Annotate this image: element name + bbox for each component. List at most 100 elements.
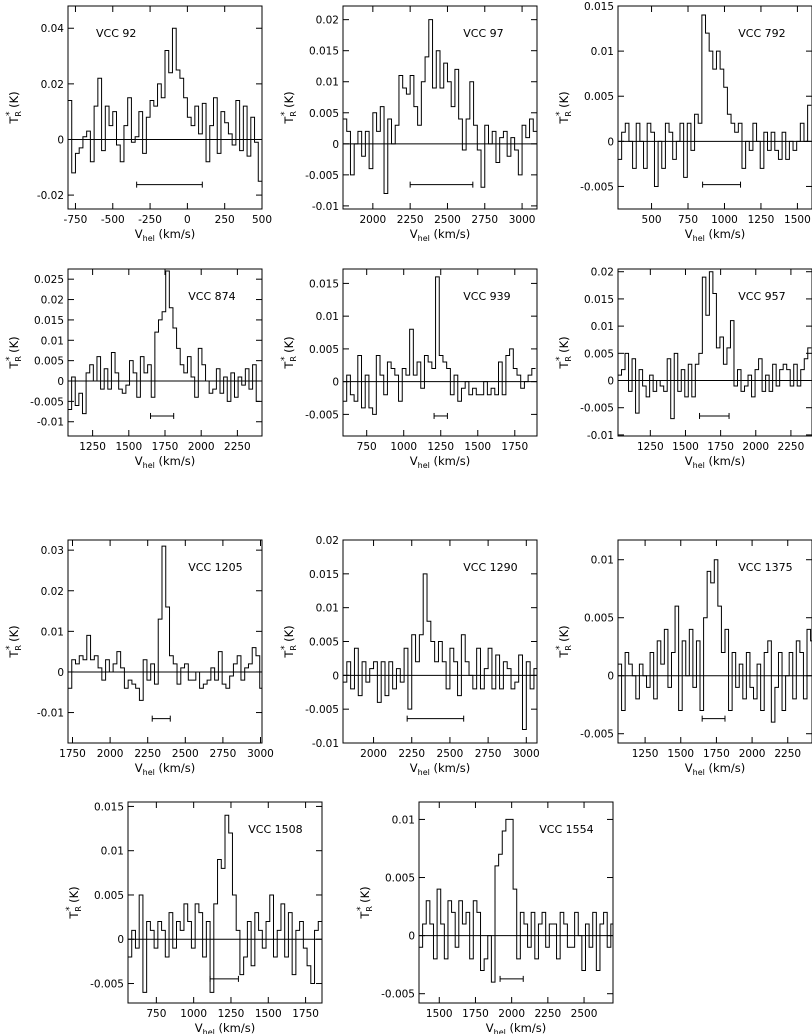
- x-tick-label: 2250: [778, 441, 805, 453]
- y-axis-label: TR* (K): [5, 625, 23, 658]
- spectrum-line: [618, 14, 812, 187]
- y-tick-label: 0.03: [41, 545, 64, 557]
- x-tick-label: 2250: [224, 441, 251, 453]
- x-tick-label: 2750: [475, 748, 502, 760]
- x-axis-label: Vhel (km/s): [410, 761, 470, 777]
- y-tick-label: -0.005: [381, 989, 415, 1001]
- y-tick-label: -0.005: [30, 396, 64, 408]
- x-tick-label: 750: [146, 1008, 166, 1020]
- x-tick-label: 2500: [172, 748, 199, 760]
- plot-frame: [342, 268, 538, 437]
- x-tick-label: 0: [184, 214, 191, 226]
- galaxy-label: VCC 1508: [248, 823, 302, 836]
- chart-panel: 1750 2000 2250 2500 2750 3000 -0.01 0 0.01 0.02 0.…: [5, 539, 274, 777]
- spectrum-line: [68, 545, 262, 701]
- galaxy-label: VCC 1290: [463, 561, 517, 574]
- x-tick-label: 1750: [462, 1008, 489, 1020]
- x-tick-label: 2250: [398, 748, 425, 760]
- x-tick-label: 1000: [180, 1008, 207, 1020]
- y-tick-label: 0: [57, 134, 64, 146]
- x-tick-label: 2500: [437, 748, 464, 760]
- plot-frame: [617, 5, 812, 210]
- y-tick-label: -0.02: [37, 190, 64, 202]
- spectrum-line: [343, 573, 537, 730]
- chart-panel: 500 750 1000 1250 1500 -0.005 0 0.005 0.01 0.015 V…: [555, 1, 812, 243]
- y-tick-label: 0.01: [101, 846, 124, 858]
- y-tick-label: 0.01: [316, 603, 339, 615]
- spectrum-line: [618, 559, 812, 723]
- y-tick-label: 0.02: [591, 267, 614, 279]
- x-tick-label: 750: [357, 441, 377, 453]
- spectrum-line: [343, 276, 536, 415]
- galaxy-label: VCC 1205: [188, 561, 242, 574]
- y-tick-label: -0.01: [587, 430, 614, 442]
- y-tick-label: 0.025: [34, 274, 64, 286]
- y-tick-label: 0: [332, 670, 339, 682]
- x-axis-label: Vhel (km/s): [135, 227, 195, 243]
- y-tick-label: 0: [607, 671, 614, 683]
- y-tick-label: -0.005: [580, 729, 614, 741]
- plot-frame: [67, 5, 263, 210]
- y-tick-label: 0.01: [392, 814, 415, 826]
- x-tick-label: 2250: [397, 214, 424, 226]
- chart-panel: 750 1000 1250 1500 1750 -0.005 0 0.005 0.01 0.015…: [280, 268, 538, 470]
- x-tick-label: 2000: [359, 214, 386, 226]
- y-axis-label: TR* (K): [65, 886, 83, 919]
- plot-frame: [617, 539, 812, 744]
- galaxy-label: VCC 92: [96, 27, 136, 40]
- x-axis-label: Vhel (km/s): [685, 454, 745, 470]
- x-tick-label: 1500: [672, 441, 699, 453]
- y-tick-label: 0.005: [34, 356, 64, 368]
- x-tick-label: 1500: [255, 1008, 282, 1020]
- x-tick-label: 1000: [390, 441, 417, 453]
- x-tick-label: 1750: [59, 748, 86, 760]
- y-axis-label: TR* (K): [356, 886, 374, 919]
- y-tick-label: 0.005: [309, 344, 339, 356]
- x-tick-label: 2500: [434, 214, 461, 226]
- x-tick-label: 2000: [97, 748, 124, 760]
- x-tick-label: 1500: [115, 441, 142, 453]
- x-tick-label: 3000: [247, 748, 274, 760]
- x-tick-label: 1750: [292, 1008, 319, 1020]
- x-axis-label: Vhel (km/s): [410, 454, 470, 470]
- galaxy-label: VCC 874: [188, 290, 235, 303]
- y-tick-label: 0.015: [584, 294, 614, 306]
- x-tick-label: 1500: [784, 214, 811, 226]
- chart-panel: 1500 1750 2000 2250 2500 -0.005 0 0.005 0.01 VCC …: [356, 801, 614, 1034]
- chart-panel: 2000 2250 2500 2750 3000 -0.01 -0.005 0 0.005 0.0…: [280, 5, 538, 243]
- spectrum-line: [128, 814, 322, 993]
- chart-panel: 1250 1500 1750 2000 2250 -0.005 0 0.005 0.01 VCC …: [555, 539, 812, 777]
- y-tick-label: -0.005: [90, 979, 124, 991]
- y-tick-label: 0.01: [591, 555, 614, 567]
- y-tick-label: 0.005: [584, 91, 614, 103]
- x-tick-label: 1250: [632, 748, 659, 760]
- x-tick-label: 2250: [134, 748, 161, 760]
- galaxy-label: VCC 97: [463, 27, 503, 40]
- y-tick-label: -0.005: [580, 181, 614, 193]
- galaxy-label: VCC 792: [738, 27, 785, 40]
- x-tick-label: 250: [215, 214, 235, 226]
- y-tick-label: -0.005: [305, 409, 339, 421]
- y-tick-label: 0.02: [41, 295, 64, 307]
- x-tick-label: 1500: [464, 441, 491, 453]
- y-tick-label: 0.02: [316, 535, 339, 547]
- x-tick-label: 2500: [571, 1008, 598, 1020]
- x-tick-label: 1500: [426, 1008, 453, 1020]
- x-tick-label: 500: [642, 214, 662, 226]
- y-axis-label: TR* (K): [555, 91, 573, 124]
- x-tick-label: 3000: [509, 214, 536, 226]
- y-tick-label: -0.005: [580, 403, 614, 415]
- x-tick-label: 2750: [210, 748, 237, 760]
- spectrum-line: [343, 19, 537, 194]
- y-tick-label: 0.015: [309, 46, 339, 58]
- y-tick-label: 0.015: [309, 278, 339, 290]
- x-tick-label: 750: [678, 214, 698, 226]
- x-tick-label: 500: [252, 214, 272, 226]
- x-tick-label: 1250: [427, 441, 454, 453]
- y-tick-label: -0.01: [37, 417, 64, 429]
- y-axis-label: TR* (K): [555, 625, 573, 658]
- x-tick-label: 1250: [79, 441, 106, 453]
- y-tick-label: 0.005: [584, 613, 614, 625]
- y-tick-label: 0.01: [316, 77, 339, 89]
- y-tick-label: -0.01: [37, 708, 64, 720]
